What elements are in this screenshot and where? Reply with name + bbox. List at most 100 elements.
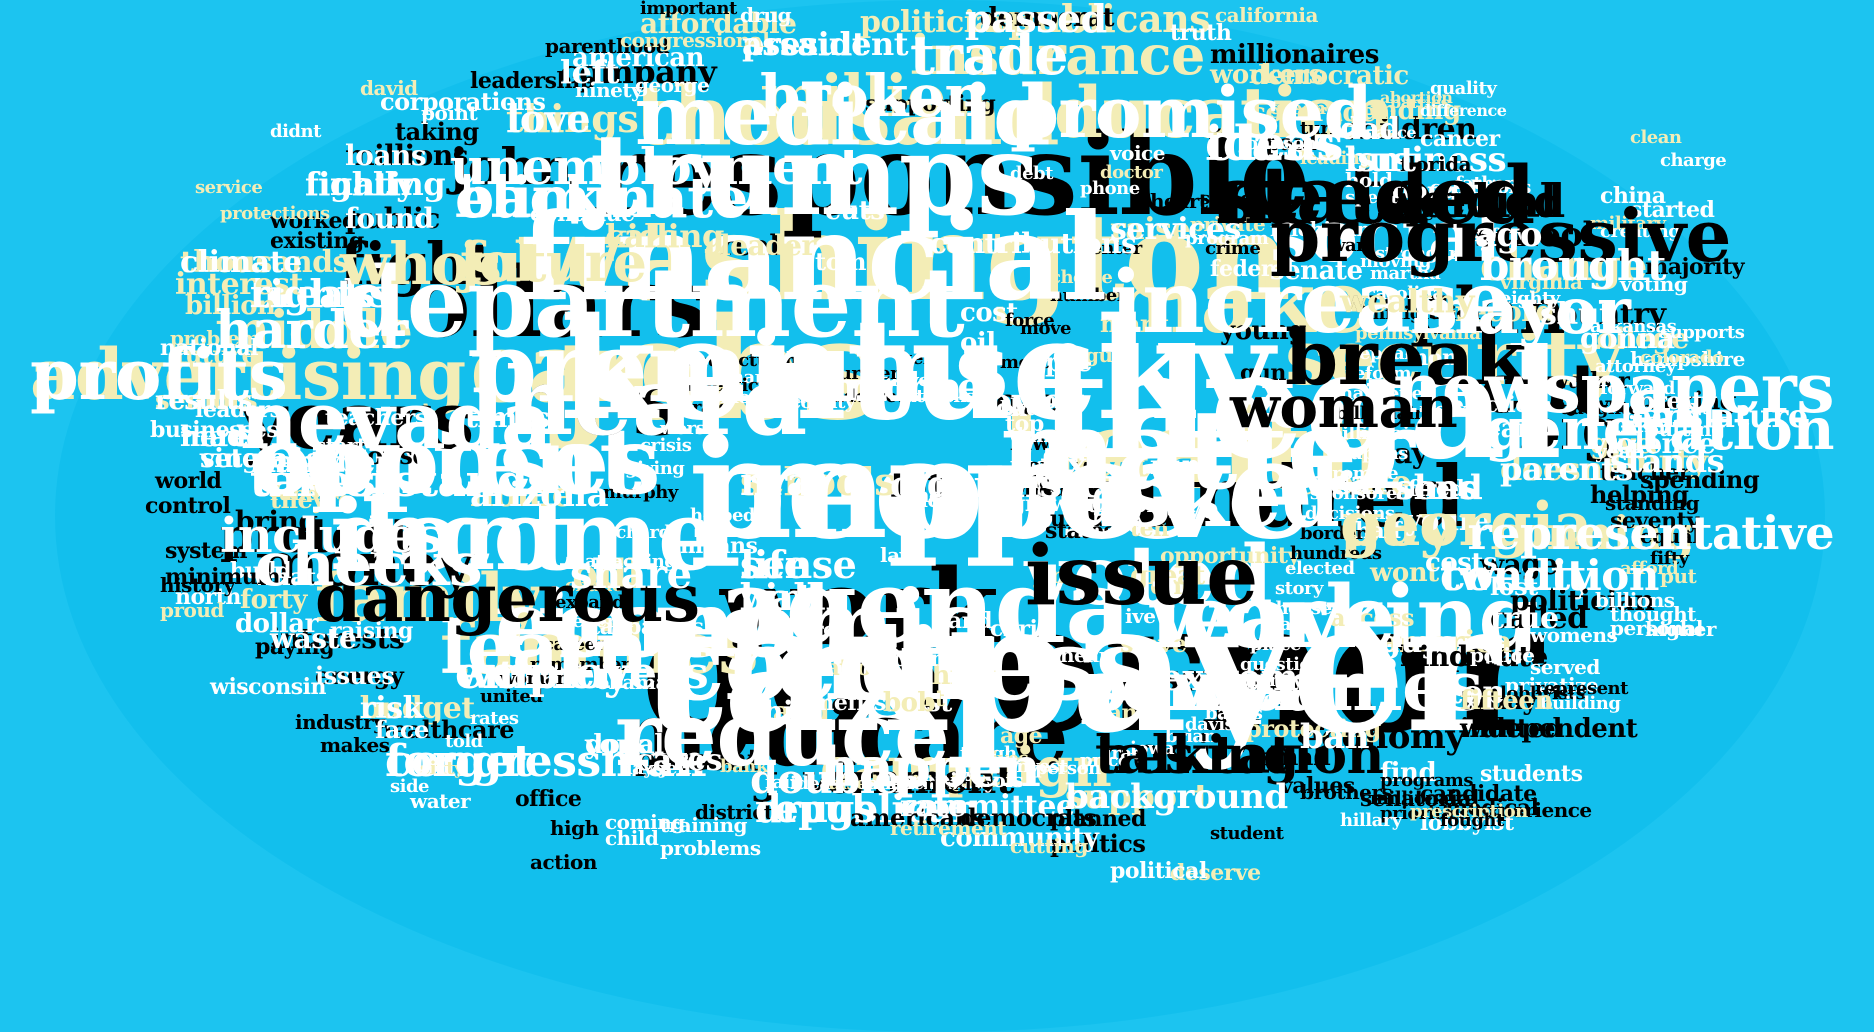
cloud-word: climate bbox=[180, 245, 302, 280]
cloud-word: hold bbox=[1345, 168, 1393, 192]
cloud-word: care bbox=[470, 311, 701, 424]
cloud-word: older bbox=[890, 464, 993, 506]
cloud-word: hillary bbox=[1340, 810, 1402, 831]
cloud-word: conditions bbox=[1430, 177, 1531, 198]
cloud-word: vote bbox=[975, 381, 1058, 423]
cloud-word: maryland bbox=[725, 367, 816, 388]
cloud-word: womens bbox=[1530, 623, 1618, 647]
cloud-word: workers bbox=[1210, 60, 1323, 90]
cloud-word: issues bbox=[315, 661, 395, 690]
cloud-word: reform bbox=[1345, 363, 1412, 384]
cloud-word: building bbox=[1540, 693, 1621, 714]
cloud-word: representative bbox=[1467, 506, 1834, 560]
cloud-word: national bbox=[160, 335, 259, 361]
cloud-word: find bbox=[1380, 758, 1437, 788]
cloud-word: ill bbox=[1010, 460, 1055, 507]
cloud-word: end bbox=[1150, 571, 1199, 600]
cloud-word: part bbox=[895, 686, 945, 712]
cloud-word: shes bbox=[1395, 468, 1478, 508]
cloud-word: ahead bbox=[1010, 476, 1082, 502]
cloud-word: trust bbox=[883, 688, 952, 718]
cloud-word: steve bbox=[1120, 629, 1187, 658]
cloud-word: wisconsin bbox=[210, 674, 326, 700]
cloud-word: calling bbox=[605, 217, 724, 255]
cloud-word: fifty bbox=[1650, 548, 1689, 569]
cloud-word: guy bbox=[1085, 343, 1124, 367]
cloud-word: bill bbox=[570, 551, 642, 598]
cloud-word: charge bbox=[1660, 150, 1727, 171]
cloud-word: doctor bbox=[1100, 162, 1163, 183]
cloud-word: putting bbox=[1645, 417, 1725, 441]
cloud-word: johnson bbox=[1240, 133, 1317, 154]
cloud-word: law bbox=[880, 543, 917, 567]
cloud-word: abortion bbox=[1380, 88, 1453, 107]
cloud-word: congressman bbox=[385, 736, 707, 787]
cloud-word: loans bbox=[345, 139, 427, 172]
cloud-word: country bbox=[1540, 297, 1666, 332]
cloud-word: running bbox=[1490, 506, 1695, 560]
cloud-word: seventy bbox=[1610, 508, 1699, 534]
cloud-word: richard bbox=[600, 522, 671, 543]
cloud-word: billions bbox=[1595, 588, 1675, 612]
cloud-word: carolina bbox=[1365, 283, 1444, 304]
cloud-word: attorney bbox=[1595, 356, 1676, 377]
cloud-word: pre bbox=[1045, 348, 1092, 378]
cloud-word: eighty bbox=[1500, 288, 1560, 309]
cloud-word: north bbox=[175, 584, 241, 610]
cloud-word: experience bbox=[1475, 798, 1592, 822]
cloud-word: fifteen bbox=[1460, 686, 1553, 716]
cloud-word: prescription bbox=[1410, 801, 1528, 822]
cloud-word: future bbox=[175, 340, 257, 369]
cloud-word: drug bbox=[740, 3, 792, 27]
cloud-word: tough bbox=[960, 743, 1017, 764]
cloud-word: billion bbox=[185, 291, 276, 321]
cloud-word: child bbox=[605, 826, 659, 850]
cloud-word: tax bbox=[1040, 317, 1295, 493]
cloud-word: trade bbox=[910, 23, 1069, 87]
cloud-word: build bbox=[230, 558, 291, 584]
cloud-word: ago bbox=[1475, 215, 1542, 255]
cloud-word: president bbox=[742, 25, 909, 63]
cloud-word: kind bbox=[1400, 640, 1468, 673]
cloud-word: murphy bbox=[603, 482, 678, 503]
cloud-word: promised bbox=[1010, 71, 1373, 154]
cloud-word: equal bbox=[1640, 524, 1700, 548]
cloud-word: cutting bbox=[1010, 834, 1088, 858]
cloud-word: problems bbox=[660, 836, 761, 860]
cloud-word: worked bbox=[1380, 174, 1565, 228]
cloud-word: served bbox=[1530, 655, 1600, 679]
cloud-word: helping bbox=[1590, 480, 1689, 509]
cloud-word: politician bbox=[1510, 584, 1655, 617]
cloud-word: drugs bbox=[755, 786, 875, 831]
cloud-word: half bbox=[1355, 518, 1402, 544]
cloud-word: twenty bbox=[1440, 551, 1594, 600]
cloud-word: border bbox=[1300, 523, 1365, 544]
cloud-word: hesitation bbox=[1095, 725, 1384, 786]
cloud-word: career bbox=[543, 634, 605, 655]
cloud-word: scott bbox=[930, 227, 1005, 260]
cloud-word: interests bbox=[270, 622, 405, 655]
cloud-word: walker bbox=[1550, 368, 1630, 394]
cloud-word: repeal bbox=[1350, 343, 1411, 364]
cloud-word: voted bbox=[1025, 528, 1273, 624]
cloud-word: parties bbox=[1390, 93, 1450, 112]
cloud-word: crime bbox=[1205, 238, 1261, 259]
cloud-word: happened bbox=[1340, 383, 1435, 404]
cloud-word: brothers bbox=[1300, 780, 1393, 804]
cloud-word: special bbox=[1380, 174, 1557, 228]
cloud-word: whats bbox=[253, 562, 329, 591]
cloud-word: hes bbox=[505, 347, 685, 457]
cloud-word: brought bbox=[1480, 241, 1666, 290]
cloud-word: virginia bbox=[1500, 270, 1583, 294]
cloud-word: colorado bbox=[1640, 347, 1724, 368]
cloud-word: georgia bbox=[1340, 490, 1592, 560]
cloud-word: industry bbox=[295, 710, 385, 734]
cloud-word: privatize bbox=[1505, 673, 1599, 697]
cloud-word: improve bbox=[690, 407, 1315, 570]
cloud-word: youre bbox=[1405, 504, 1491, 537]
cloud-word: funding bbox=[1350, 96, 1461, 126]
cloud-word: break bbox=[1285, 313, 1526, 402]
cloud-word: rate bbox=[900, 789, 967, 824]
cloud-word: found bbox=[345, 202, 434, 235]
